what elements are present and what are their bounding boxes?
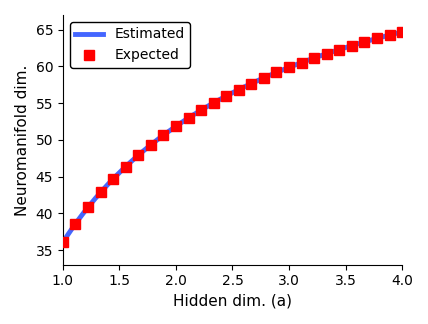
Legend: Estimated, Expected: Estimated, Expected <box>70 22 190 68</box>
X-axis label: Hidden dim. (a): Hidden dim. (a) <box>173 294 292 309</box>
Y-axis label: Neuromanifold dim.: Neuromanifold dim. <box>15 64 30 215</box>
